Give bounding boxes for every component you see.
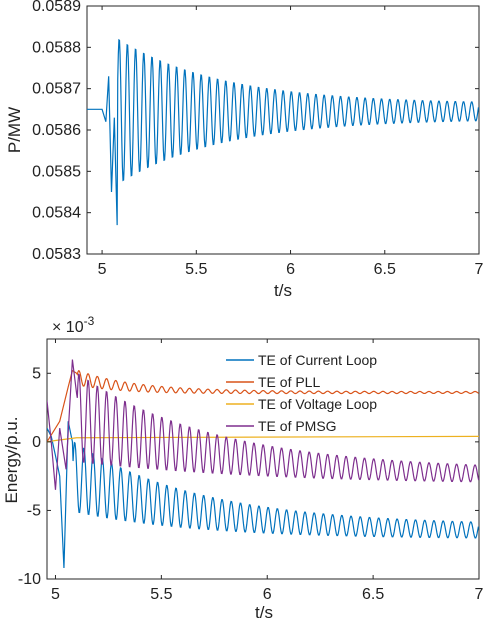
power-y-tick-label: 0.0583 — [32, 246, 81, 263]
power-y-tick-label: 0.0586 — [32, 122, 81, 139]
energy-series-pmsg — [47, 359, 479, 490]
energy-y-tick-label: 5 — [32, 365, 41, 382]
energy-y-tick-label: -10 — [18, 571, 41, 588]
energy-series-pll — [47, 369, 479, 443]
energy-x-axis-label: t/s — [255, 603, 273, 622]
power-x-tick-label: 7 — [475, 261, 484, 278]
energy-y-ticks: -10 -5 0 5 — [18, 365, 479, 588]
power-x-tick-label: 6.5 — [374, 261, 396, 278]
power-chart: 5 5.5 6 6.5 7 0.0583 0.0584 0.0585 0.0586 0.0587… — [5, 0, 484, 300]
energy-scale-label: × 10 — [52, 319, 84, 336]
power-series-line — [87, 38, 479, 226]
power-y-tick-label: 0.0584 — [32, 205, 81, 222]
power-x-ticks: 5 5.5 6 6.5 7 — [98, 6, 484, 278]
power-y-tick-label: 0.0589 — [32, 0, 81, 15]
energy-series-group — [47, 359, 479, 569]
energy-scale-factor: × 10-3 — [52, 314, 95, 336]
energy-plot-area — [46, 338, 480, 580]
legend-label-pll: TE of PLL — [258, 374, 320, 390]
legend-label-current-loop: TE of Current Loop — [258, 352, 377, 368]
power-x-axis-label: t/s — [274, 281, 292, 300]
energy-x-tick-label: 5 — [51, 586, 60, 603]
power-y-tick-label: 0.0585 — [32, 163, 81, 180]
energy-x-tick-label: 6.5 — [362, 586, 384, 603]
energy-scale-exponent: -3 — [84, 314, 95, 328]
energy-x-ticks: 5 5.5 6 6.5 7 — [51, 339, 484, 603]
energy-x-tick-label: 7 — [475, 586, 484, 603]
power-y-tick-label: 0.0587 — [32, 81, 81, 98]
energy-legend: TE of Current Loop TE of PLL TE of Volta… — [226, 352, 377, 434]
power-series-group — [87, 38, 479, 226]
legend-entry-pmsg: TE of PMSG — [226, 418, 337, 434]
power-x-tick-label: 5 — [98, 261, 107, 278]
energy-chart: 5 5.5 6 6.5 7 -10 -5 0 5 × 10-3 t/s Energy/p.u.… — [2, 314, 484, 622]
power-x-tick-label: 5.5 — [185, 261, 207, 278]
power-y-ticks: 0.0583 0.0584 0.0585 0.0586 0.0587 0.0588 0.05… — [32, 0, 479, 263]
energy-y-axis-label: Energy/p.u. — [2, 417, 21, 504]
energy-x-tick-label: 5.5 — [150, 586, 172, 603]
energy-y-tick-label: -5 — [27, 502, 41, 519]
power-x-tick-label: 6 — [286, 261, 295, 278]
legend-entry-voltage-loop: TE of Voltage Loop — [226, 396, 377, 412]
legend-label-voltage-loop: TE of Voltage Loop — [258, 396, 377, 412]
power-y-tick-label: 0.0588 — [32, 39, 81, 56]
energy-x-tick-label: 6 — [263, 586, 272, 603]
power-y-axis-label: P/MW — [5, 107, 24, 153]
energy-series-current-loop — [47, 421, 479, 569]
legend-label-pmsg: TE of PMSG — [258, 418, 337, 434]
energy-y-tick-label: 0 — [32, 434, 41, 451]
legend-entry-current-loop: TE of Current Loop — [226, 352, 377, 368]
legend-entry-pll: TE of PLL — [226, 374, 320, 390]
